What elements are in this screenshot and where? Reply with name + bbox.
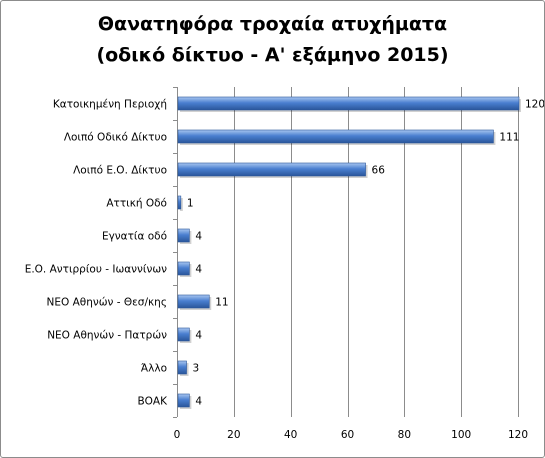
category-label-8: Άλλο [141, 363, 167, 375]
bar-9 [177, 393, 190, 408]
x-tick-label-3: 60 [341, 429, 354, 441]
data-label-0: 120 [525, 99, 544, 111]
chart-title: Θανατηφόρα τροχαία ατυχήματα (οδικό δίκτ… [1, 9, 544, 71]
data-label-5: 4 [195, 264, 202, 276]
data-label-4: 4 [195, 231, 202, 243]
data-label-9: 4 [195, 396, 202, 408]
x-tick-label-6: 120 [508, 429, 528, 441]
bar-6 [177, 294, 210, 309]
x-tick-label-5: 100 [451, 429, 471, 441]
category-label-3: Αττική Οδό [106, 198, 167, 210]
x-tick-label-2: 40 [284, 429, 297, 441]
data-label-6: 11 [215, 297, 228, 309]
x-tick-label-1: 20 [227, 429, 240, 441]
data-label-2: 66 [372, 165, 386, 177]
category-label-5: Ε.Ο. Αντιρρίου - Ιωαννίνων [25, 264, 167, 276]
bar-shadow-3 [180, 198, 183, 211]
category-label-6: ΝΕΟ Αθηνών - Θεσ/κης [47, 297, 167, 309]
category-label-0: Κατοικημένη Περιοχή [53, 99, 167, 111]
category-label-2: Λοιπό Ε.Ο. Δίκτυο [73, 165, 167, 177]
data-label-1: 111 [499, 132, 519, 144]
chart-title-line-1: Θανατηφόρα τροχαία ατυχήματα [97, 13, 448, 35]
bar-1 [177, 129, 494, 144]
data-label-3: 1 [187, 198, 194, 210]
category-label-9: ΒΟΑΚ [137, 396, 168, 408]
bar-7 [177, 327, 190, 342]
category-label-4: Εγνατία οδό [102, 231, 167, 243]
bar-3 [177, 195, 182, 210]
bar-5 [177, 261, 190, 276]
chart-title-line-2: (οδικό δίκτυο - Α' εξάμηνο 2015) [96, 44, 449, 66]
category-label-1: Λοιπό Οδικό Δίκτυο [64, 132, 167, 144]
data-label-8: 3 [193, 363, 200, 375]
data-label-7: 4 [195, 330, 202, 342]
bar-0 [177, 96, 520, 111]
x-tick-label-0: 0 [174, 429, 181, 441]
bar-2 [177, 162, 366, 177]
category-label-7: ΝΕΟ Αθηνών - Πατρών [47, 330, 167, 342]
bar-8 [177, 360, 187, 375]
bar-4 [177, 228, 190, 243]
x-tick-label-4: 80 [398, 429, 411, 441]
